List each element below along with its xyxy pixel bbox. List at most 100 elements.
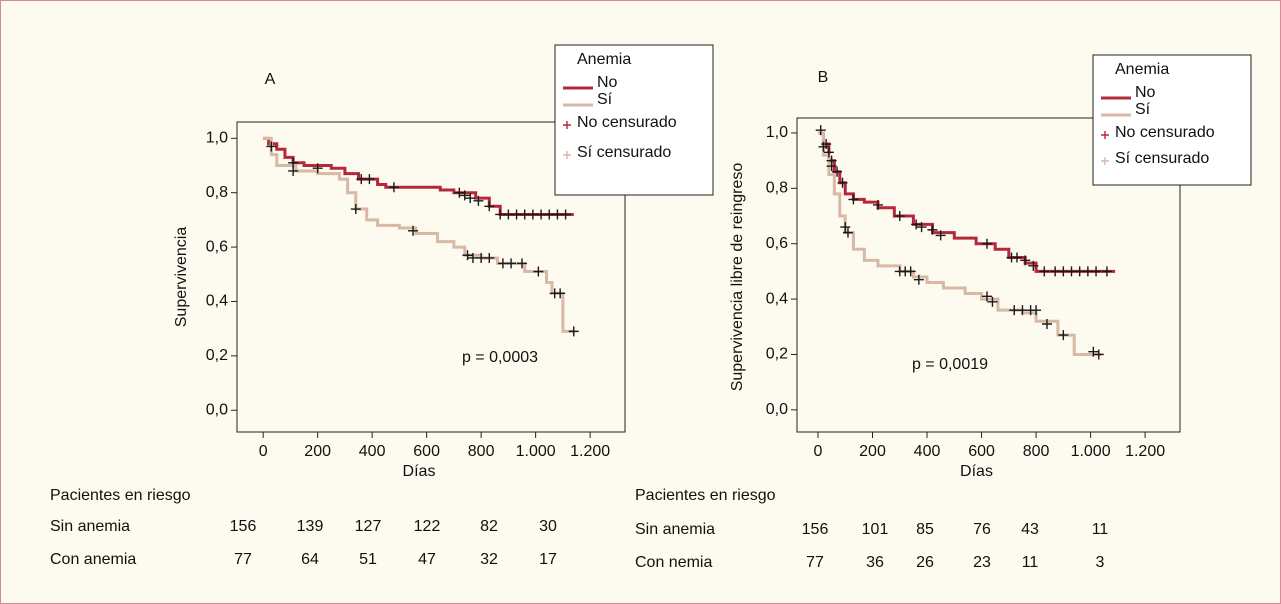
censor-mark [987, 296, 998, 307]
y-tick-label: 0,0 [766, 401, 788, 418]
risk-count: 85 [916, 521, 934, 538]
risk-table-title: Pacientes en riesgo [50, 487, 191, 504]
censor-mark [818, 141, 829, 152]
legend-label: Sí [1135, 101, 1151, 118]
censor-mark [1031, 305, 1042, 316]
p-value-annotation: p = 0,0019 [912, 356, 988, 373]
x-tick-label: 0 [259, 443, 268, 460]
censor-mark [555, 288, 566, 299]
censor-mark [465, 193, 476, 204]
censor-mark [288, 165, 299, 176]
censor-mark [388, 182, 399, 193]
censor-mark [266, 141, 277, 152]
survival-curve [263, 136, 574, 333]
legend-title: Anemia [1115, 61, 1169, 78]
risk-count: 11 [1022, 554, 1039, 571]
risk-table-title: Pacientes en riesgo [635, 487, 776, 504]
legend-marker [563, 151, 571, 159]
risk-count: 11 [1092, 521, 1109, 538]
censor-mark [1039, 266, 1050, 277]
y-tick-label: 1,0 [206, 130, 228, 147]
censor-mark [916, 222, 927, 233]
legend-label: Sí censurado [577, 144, 671, 161]
censor-mark [840, 222, 851, 233]
risk-count: 101 [862, 521, 889, 538]
risk-count: 82 [480, 518, 498, 535]
y-axis-title: Supervivencia [173, 227, 190, 328]
survival-curve [263, 136, 574, 216]
panel-label: B [818, 69, 829, 86]
censor-mark [350, 204, 361, 215]
risk-count: 51 [359, 551, 377, 568]
risk-count: 30 [539, 518, 557, 535]
censor-mark [506, 258, 517, 269]
survival-curve [817, 131, 1102, 356]
y-tick-label: 1,0 [766, 124, 788, 141]
y-tick-label: 0,4 [766, 290, 788, 307]
x-tick-label: 800 [1023, 443, 1050, 460]
risk-count: 32 [480, 551, 498, 568]
risk-count: 156 [230, 518, 257, 535]
legend-marker [1101, 131, 1109, 139]
risk-count: 17 [539, 551, 557, 568]
risk-count: 43 [1021, 521, 1039, 538]
legend-marker [563, 121, 571, 129]
censor-mark [459, 190, 470, 201]
censor-mark [484, 201, 495, 212]
censor-mark [982, 238, 993, 249]
censor-mark [935, 230, 946, 241]
censor-mark [1101, 266, 1112, 277]
censor-mark [533, 266, 544, 277]
risk-row-label: Con anemia [50, 551, 136, 568]
censor-mark [842, 227, 853, 238]
risk-count: 23 [973, 554, 991, 571]
censor-mark [826, 161, 837, 172]
risk-count: 64 [301, 551, 319, 568]
censor-mark [894, 211, 905, 222]
p-value-annotation: p = 0,0003 [462, 349, 538, 366]
x-axis-title: Días [403, 463, 436, 480]
censor-mark [848, 194, 859, 205]
censor-mark [484, 252, 495, 263]
censor-mark [454, 187, 465, 198]
x-tick-label: 800 [468, 443, 495, 460]
censor-mark [560, 209, 571, 220]
x-tick-label: 1.000 [1071, 443, 1111, 460]
risk-row-label: Con nemia [635, 554, 712, 571]
censor-mark [913, 274, 924, 285]
survival-curve [817, 131, 1116, 273]
y-tick-label: 0,8 [206, 184, 228, 201]
censor-mark [364, 174, 375, 185]
censor-mark [982, 291, 993, 302]
risk-count: 76 [973, 521, 991, 538]
y-tick-label: 0,6 [766, 235, 788, 252]
risk-count: 3 [1096, 554, 1105, 571]
censor-mark [462, 250, 473, 261]
risk-count: 36 [866, 554, 884, 571]
risk-count: 26 [916, 554, 934, 571]
censor-mark [1020, 255, 1031, 266]
censor-mark [1041, 319, 1052, 330]
censor-mark [872, 199, 883, 210]
legend-label: No [597, 74, 618, 91]
plot-frame [236, 121, 626, 433]
legend-label: No censurado [1115, 124, 1215, 141]
censor-mark [312, 163, 323, 174]
legend-label: Sí censurado [1115, 150, 1209, 167]
x-tick-label: 1.200 [1125, 443, 1165, 460]
risk-row-label: Sin anemia [635, 521, 715, 538]
censor-mark [837, 177, 848, 188]
x-tick-label: 400 [359, 443, 386, 460]
y-tick-label: 0,8 [766, 180, 788, 197]
y-tick-label: 0,2 [766, 346, 788, 363]
legend-box [554, 44, 714, 196]
risk-row-label: Sin anemia [50, 518, 130, 535]
censor-mark [905, 266, 916, 277]
censor-mark [1093, 349, 1104, 360]
censor-mark [473, 195, 484, 206]
risk-count: 127 [355, 518, 382, 535]
censor-mark [1011, 252, 1022, 263]
risk-count: 77 [806, 554, 824, 571]
censor-mark [911, 219, 922, 230]
